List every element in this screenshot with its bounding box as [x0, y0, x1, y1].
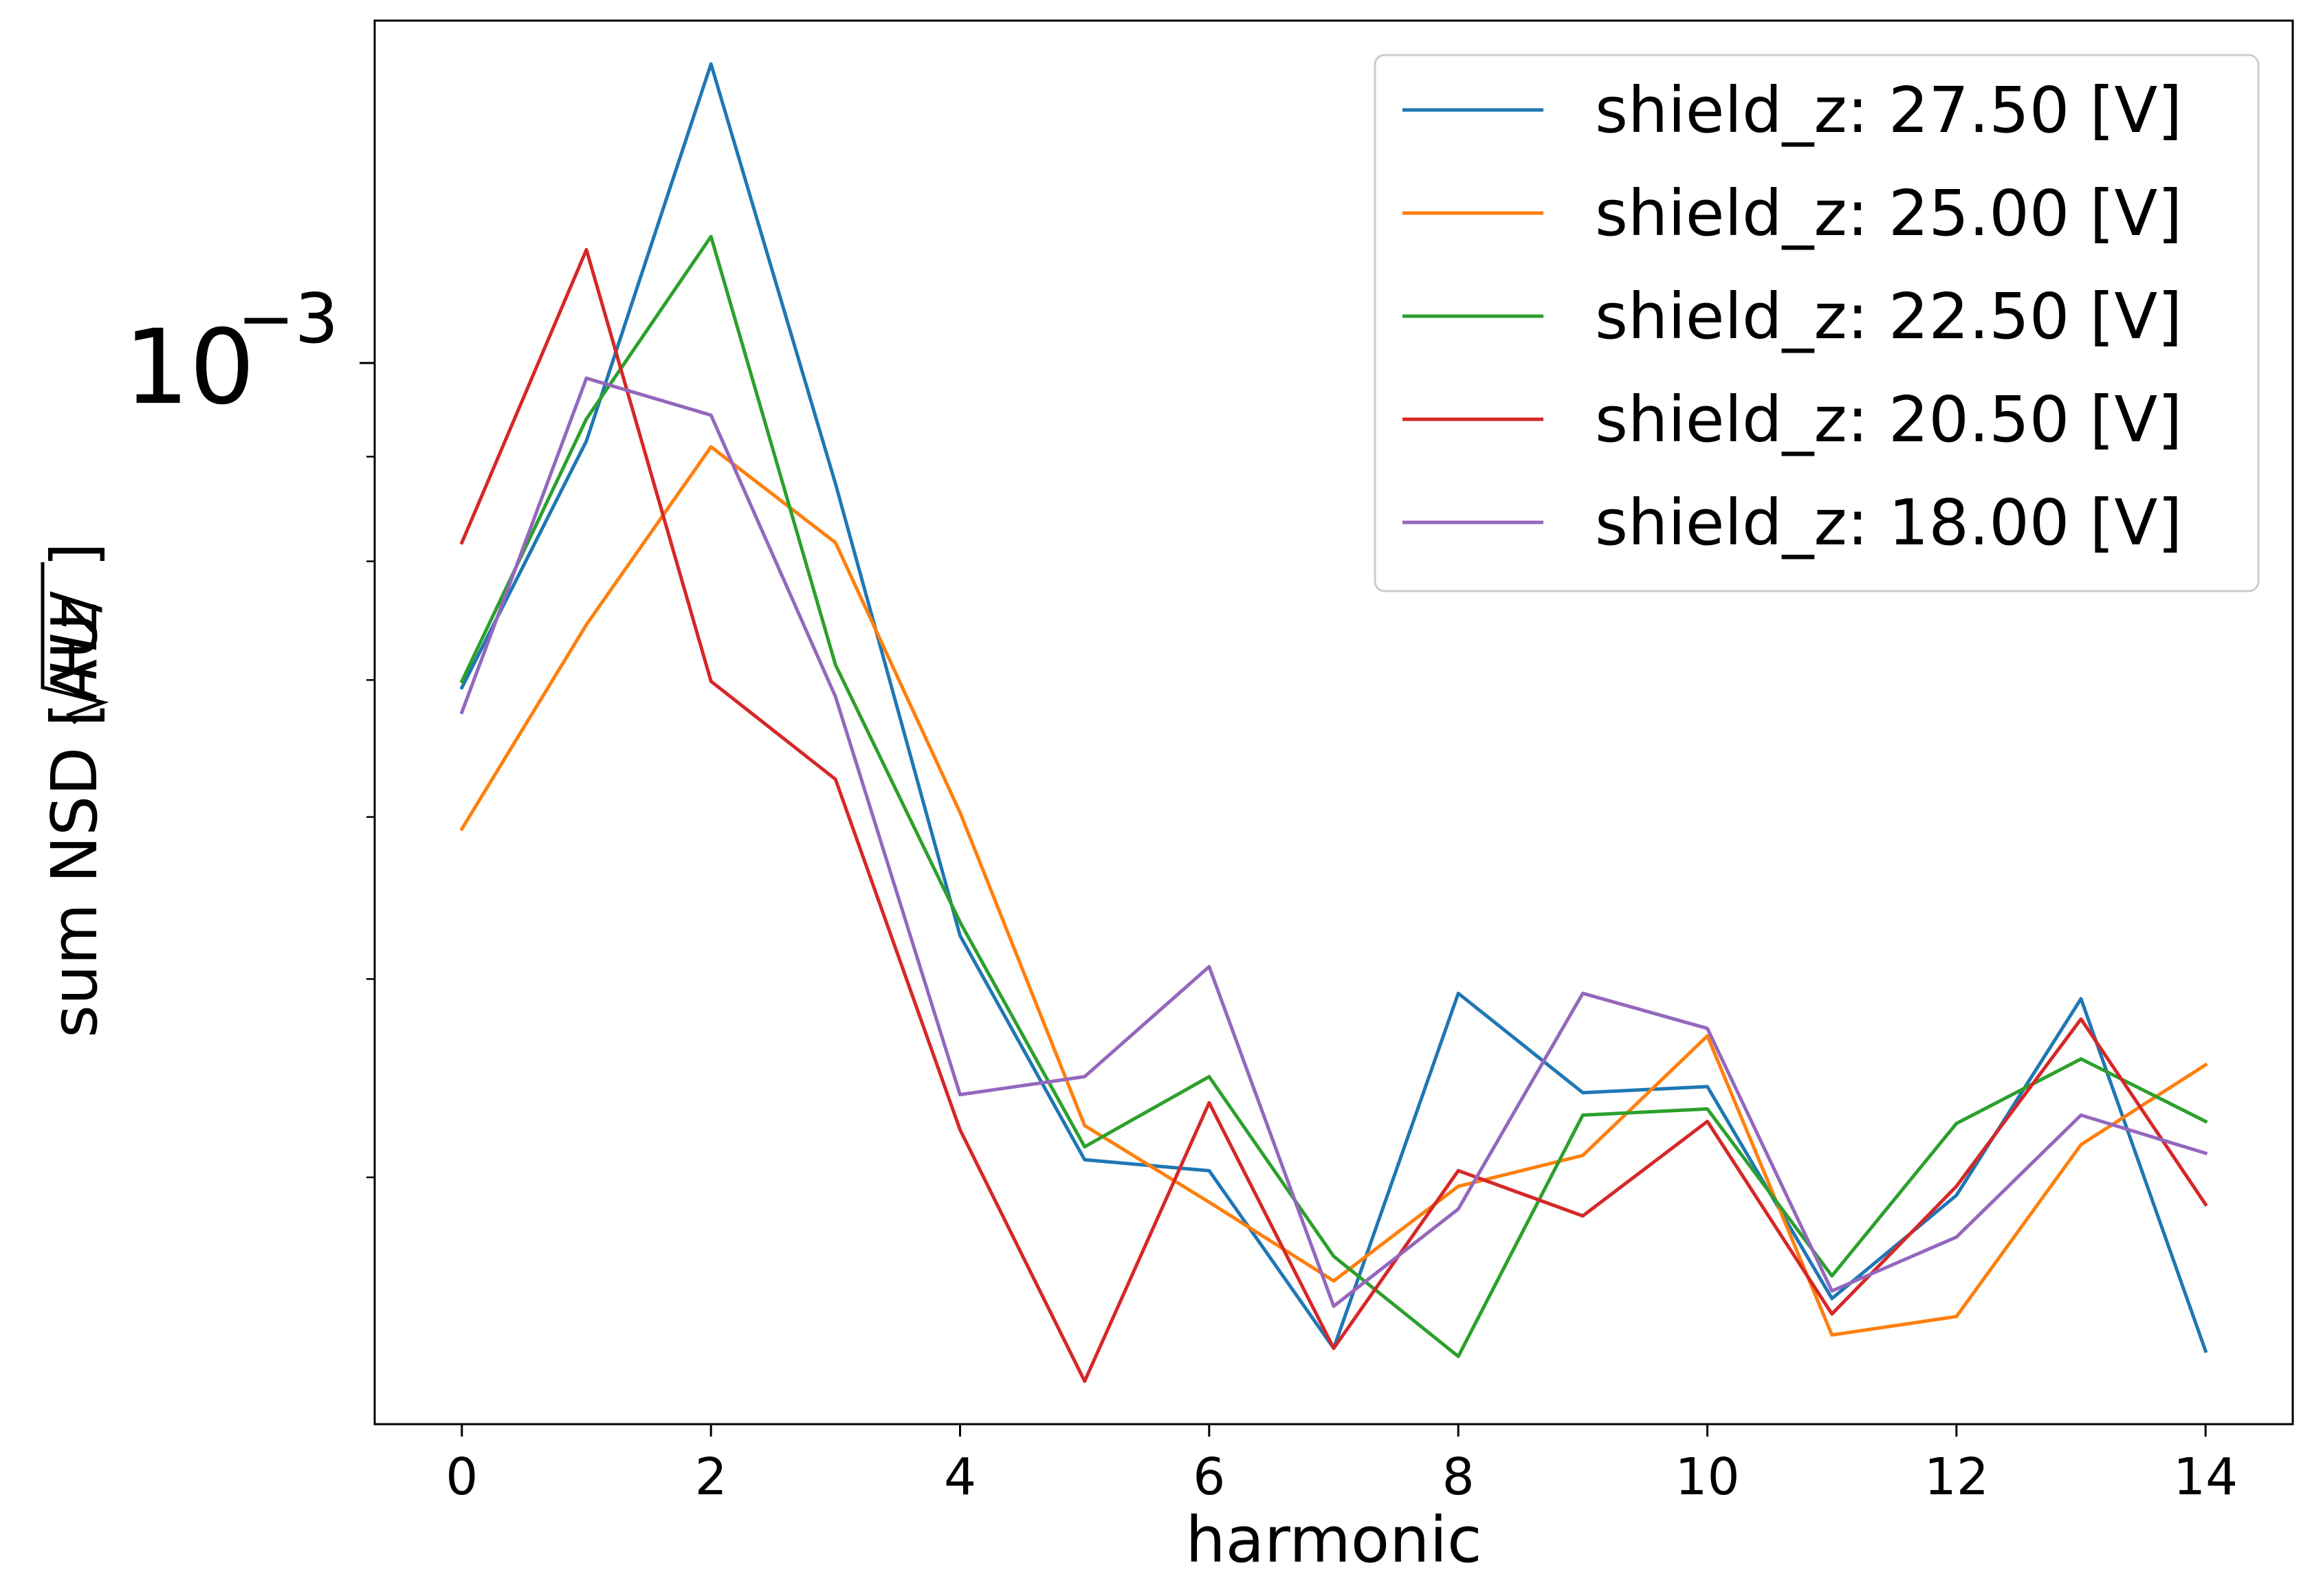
plot-area-frame — [373, 19, 2294, 1426]
x-tick-label: 8 — [1442, 1448, 1475, 1507]
x-axis-label: harmonic — [1185, 1503, 1482, 1577]
legend-label-5: shield_z: 18.00 [V] — [1595, 486, 2182, 559]
legend-items: shield_z: 27.50 [V] shield_z: 25.00 [V] sh… — [1402, 74, 2182, 559]
sqrt-radical-sign — [41, 562, 109, 724]
series-line-3 — [459, 234, 2208, 1358]
legend-label-4: shield_z: 20.50 [V] — [1595, 383, 2182, 456]
y-axis-label-close-bracket: ] — [38, 542, 111, 567]
y-tick-base: 10 — [124, 308, 255, 428]
x-tick-label: 6 — [1193, 1448, 1225, 1507]
legend: shield_z: 27.50 [V] shield_z: 25.00 [V] sh… — [1374, 54, 2260, 592]
legend-box — [1374, 54, 2260, 592]
legend-label-1: shield_z: 27.50 [V] — [1595, 74, 2182, 147]
series-line-5 — [459, 376, 2208, 1308]
legend-label-2: shield_z: 25.00 [V] — [1595, 177, 2182, 250]
x-tick-label: 0 — [445, 1448, 478, 1507]
y-tick-label: 10 −3 — [124, 278, 338, 428]
series-line-2 — [459, 445, 2208, 1337]
x-tick-label: 12 — [1924, 1448, 1989, 1507]
x-tick-label: 2 — [695, 1448, 727, 1507]
series-layer — [459, 62, 2208, 1383]
legend-label-3: shield_z: 22.50 [V] — [1595, 280, 2182, 353]
axis-ticks: 0 2 4 6 8 10 12 14 — [360, 362, 2238, 1507]
y-axis-label-sqrt-argument: Hz — [38, 599, 111, 680]
y-tick-exponent: −3 — [237, 278, 338, 359]
x-tick-label: 10 — [1675, 1448, 1739, 1507]
series-line-4 — [459, 247, 2208, 1383]
y-axis-label: sum NSD [AU/ Hz ] — [38, 542, 111, 1038]
x-tick-label: 4 — [944, 1448, 976, 1507]
y-axis-label-text: sum NSD [AU/ — [38, 591, 111, 1038]
x-tick-label: 14 — [2173, 1448, 2238, 1507]
